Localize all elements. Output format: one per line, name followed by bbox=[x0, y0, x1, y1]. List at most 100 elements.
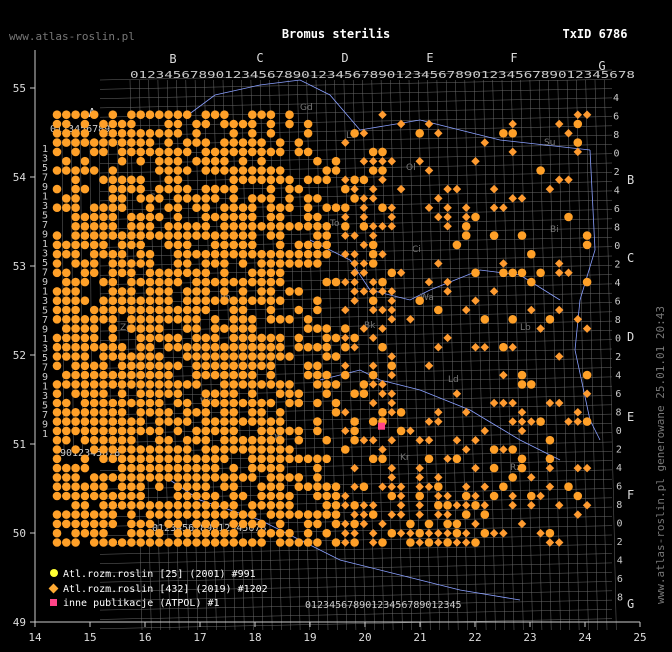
lat-tick-label: 55 bbox=[13, 82, 26, 95]
record-circle bbox=[248, 277, 257, 287]
record-diamond bbox=[350, 510, 359, 519]
record-circle bbox=[220, 352, 229, 361]
record-circle bbox=[99, 249, 108, 259]
record-circle bbox=[71, 501, 80, 510]
record-circle bbox=[80, 277, 90, 287]
record-circle bbox=[145, 287, 155, 296]
record-circle bbox=[266, 454, 276, 464]
record-circle bbox=[145, 212, 155, 222]
record-diamond bbox=[508, 417, 517, 426]
record-circle bbox=[331, 408, 341, 417]
record-circle bbox=[322, 231, 332, 240]
record-circle bbox=[173, 519, 183, 529]
record-circle bbox=[164, 110, 173, 119]
record-circle bbox=[322, 491, 332, 501]
record-circle bbox=[145, 305, 155, 315]
record-circle bbox=[266, 333, 276, 343]
record-circle bbox=[303, 203, 313, 212]
record-circle bbox=[266, 203, 276, 212]
record-circle bbox=[71, 408, 80, 417]
record-diamond bbox=[368, 231, 378, 240]
record-circle bbox=[182, 138, 192, 147]
record-circle bbox=[275, 445, 285, 454]
record-circle bbox=[201, 426, 211, 436]
record-circle bbox=[52, 138, 62, 147]
record-circle bbox=[266, 184, 276, 194]
record-circle bbox=[257, 296, 266, 306]
record-diamond bbox=[489, 528, 499, 538]
record-circle bbox=[192, 519, 201, 529]
record-circle bbox=[80, 426, 90, 436]
record-diamond bbox=[368, 156, 378, 166]
record-circle bbox=[71, 528, 80, 538]
record-circle bbox=[145, 361, 155, 371]
record-circle bbox=[173, 501, 183, 510]
record-circle bbox=[80, 380, 90, 389]
record-circle bbox=[52, 417, 62, 426]
record-circle bbox=[229, 324, 238, 333]
record-circle bbox=[173, 156, 183, 166]
record-circle bbox=[368, 166, 378, 175]
record-circle bbox=[257, 175, 266, 185]
record-circle bbox=[89, 398, 99, 408]
record-circle bbox=[52, 249, 62, 259]
record-diamond bbox=[368, 528, 378, 538]
record-circle bbox=[89, 166, 99, 175]
record-circle bbox=[89, 147, 99, 157]
record-circle bbox=[117, 426, 127, 436]
record-diamond bbox=[387, 203, 397, 212]
record-circle bbox=[136, 463, 145, 473]
record-circle bbox=[89, 342, 99, 352]
grid-left-row: 9 bbox=[42, 277, 48, 288]
record-circle bbox=[275, 342, 285, 352]
record-circle bbox=[322, 240, 332, 250]
record-circle bbox=[62, 435, 71, 445]
grid-line bbox=[99, 553, 613, 564]
record-circle bbox=[201, 147, 211, 157]
record-diamond bbox=[517, 519, 527, 529]
record-circle bbox=[266, 231, 276, 240]
grid-right-row: 4 bbox=[616, 463, 622, 474]
record-circle bbox=[155, 156, 164, 166]
record-circle bbox=[248, 519, 257, 529]
record-circle bbox=[155, 333, 164, 343]
record-circle bbox=[517, 268, 527, 278]
record-diamond bbox=[424, 203, 434, 212]
record-circle bbox=[201, 454, 211, 464]
record-circle bbox=[52, 473, 62, 482]
record-circle bbox=[229, 222, 238, 231]
record-circle bbox=[164, 361, 173, 371]
record-circle bbox=[145, 129, 155, 138]
record-circle bbox=[480, 315, 490, 324]
record-circle bbox=[452, 528, 462, 538]
record-circle bbox=[229, 538, 238, 547]
record-circle bbox=[275, 240, 285, 250]
record-circle bbox=[136, 249, 145, 259]
record-circle bbox=[257, 333, 266, 343]
record-circle bbox=[275, 296, 285, 306]
record-circle bbox=[220, 166, 229, 175]
record-circle bbox=[71, 296, 80, 306]
region-label: Zg bbox=[120, 323, 132, 333]
record-circle bbox=[71, 240, 80, 250]
record-circle bbox=[117, 305, 127, 315]
record-diamond bbox=[434, 417, 443, 426]
record-circle bbox=[62, 110, 71, 119]
record-circle bbox=[155, 398, 164, 408]
record-circle bbox=[52, 510, 62, 519]
record-circle bbox=[275, 212, 285, 222]
record-diamond bbox=[573, 417, 583, 426]
record-diamond bbox=[424, 361, 434, 371]
record-diamond bbox=[508, 342, 517, 352]
record-circle bbox=[173, 398, 183, 408]
record-circle bbox=[294, 287, 304, 296]
border-line bbox=[187, 79, 591, 151]
record-circle bbox=[220, 482, 229, 492]
record-circle bbox=[155, 408, 164, 417]
record-circle bbox=[396, 426, 406, 436]
record-circle bbox=[62, 491, 71, 501]
record-circle bbox=[164, 166, 173, 175]
record-circle bbox=[257, 435, 266, 445]
record-circle bbox=[127, 510, 136, 519]
record-circle bbox=[443, 501, 452, 510]
